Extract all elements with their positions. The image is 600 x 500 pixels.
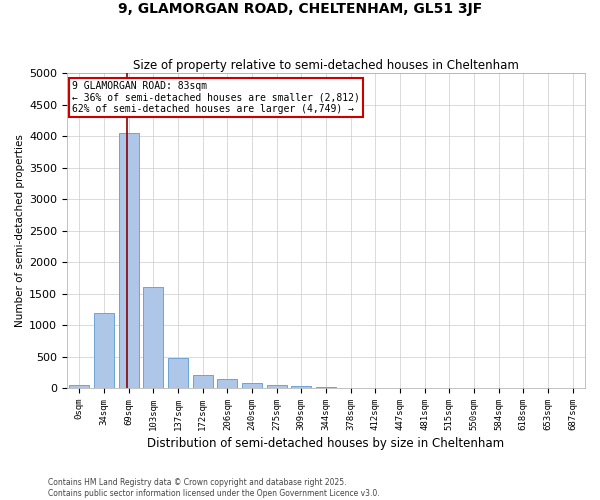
Text: 9 GLAMORGAN ROAD: 83sqm
← 36% of semi-detached houses are smaller (2,812)
62% of: 9 GLAMORGAN ROAD: 83sqm ← 36% of semi-de… bbox=[72, 81, 360, 114]
Bar bbox=[94, 312, 114, 388]
Bar bbox=[316, 387, 336, 388]
Title: Size of property relative to semi-detached houses in Cheltenham: Size of property relative to semi-detach… bbox=[133, 59, 519, 72]
Bar bbox=[217, 380, 237, 388]
X-axis label: Distribution of semi-detached houses by size in Cheltenham: Distribution of semi-detached houses by … bbox=[148, 437, 505, 450]
Bar bbox=[70, 385, 89, 388]
Bar bbox=[267, 385, 287, 388]
Bar bbox=[143, 288, 163, 388]
Bar bbox=[242, 383, 262, 388]
Bar bbox=[119, 133, 139, 388]
Text: 9, GLAMORGAN ROAD, CHELTENHAM, GL51 3JF: 9, GLAMORGAN ROAD, CHELTENHAM, GL51 3JF bbox=[118, 2, 482, 16]
Bar bbox=[168, 358, 188, 388]
Text: Contains HM Land Registry data © Crown copyright and database right 2025.
Contai: Contains HM Land Registry data © Crown c… bbox=[48, 478, 380, 498]
Y-axis label: Number of semi-detached properties: Number of semi-detached properties bbox=[15, 134, 25, 327]
Bar bbox=[292, 386, 311, 388]
Bar bbox=[193, 376, 212, 388]
